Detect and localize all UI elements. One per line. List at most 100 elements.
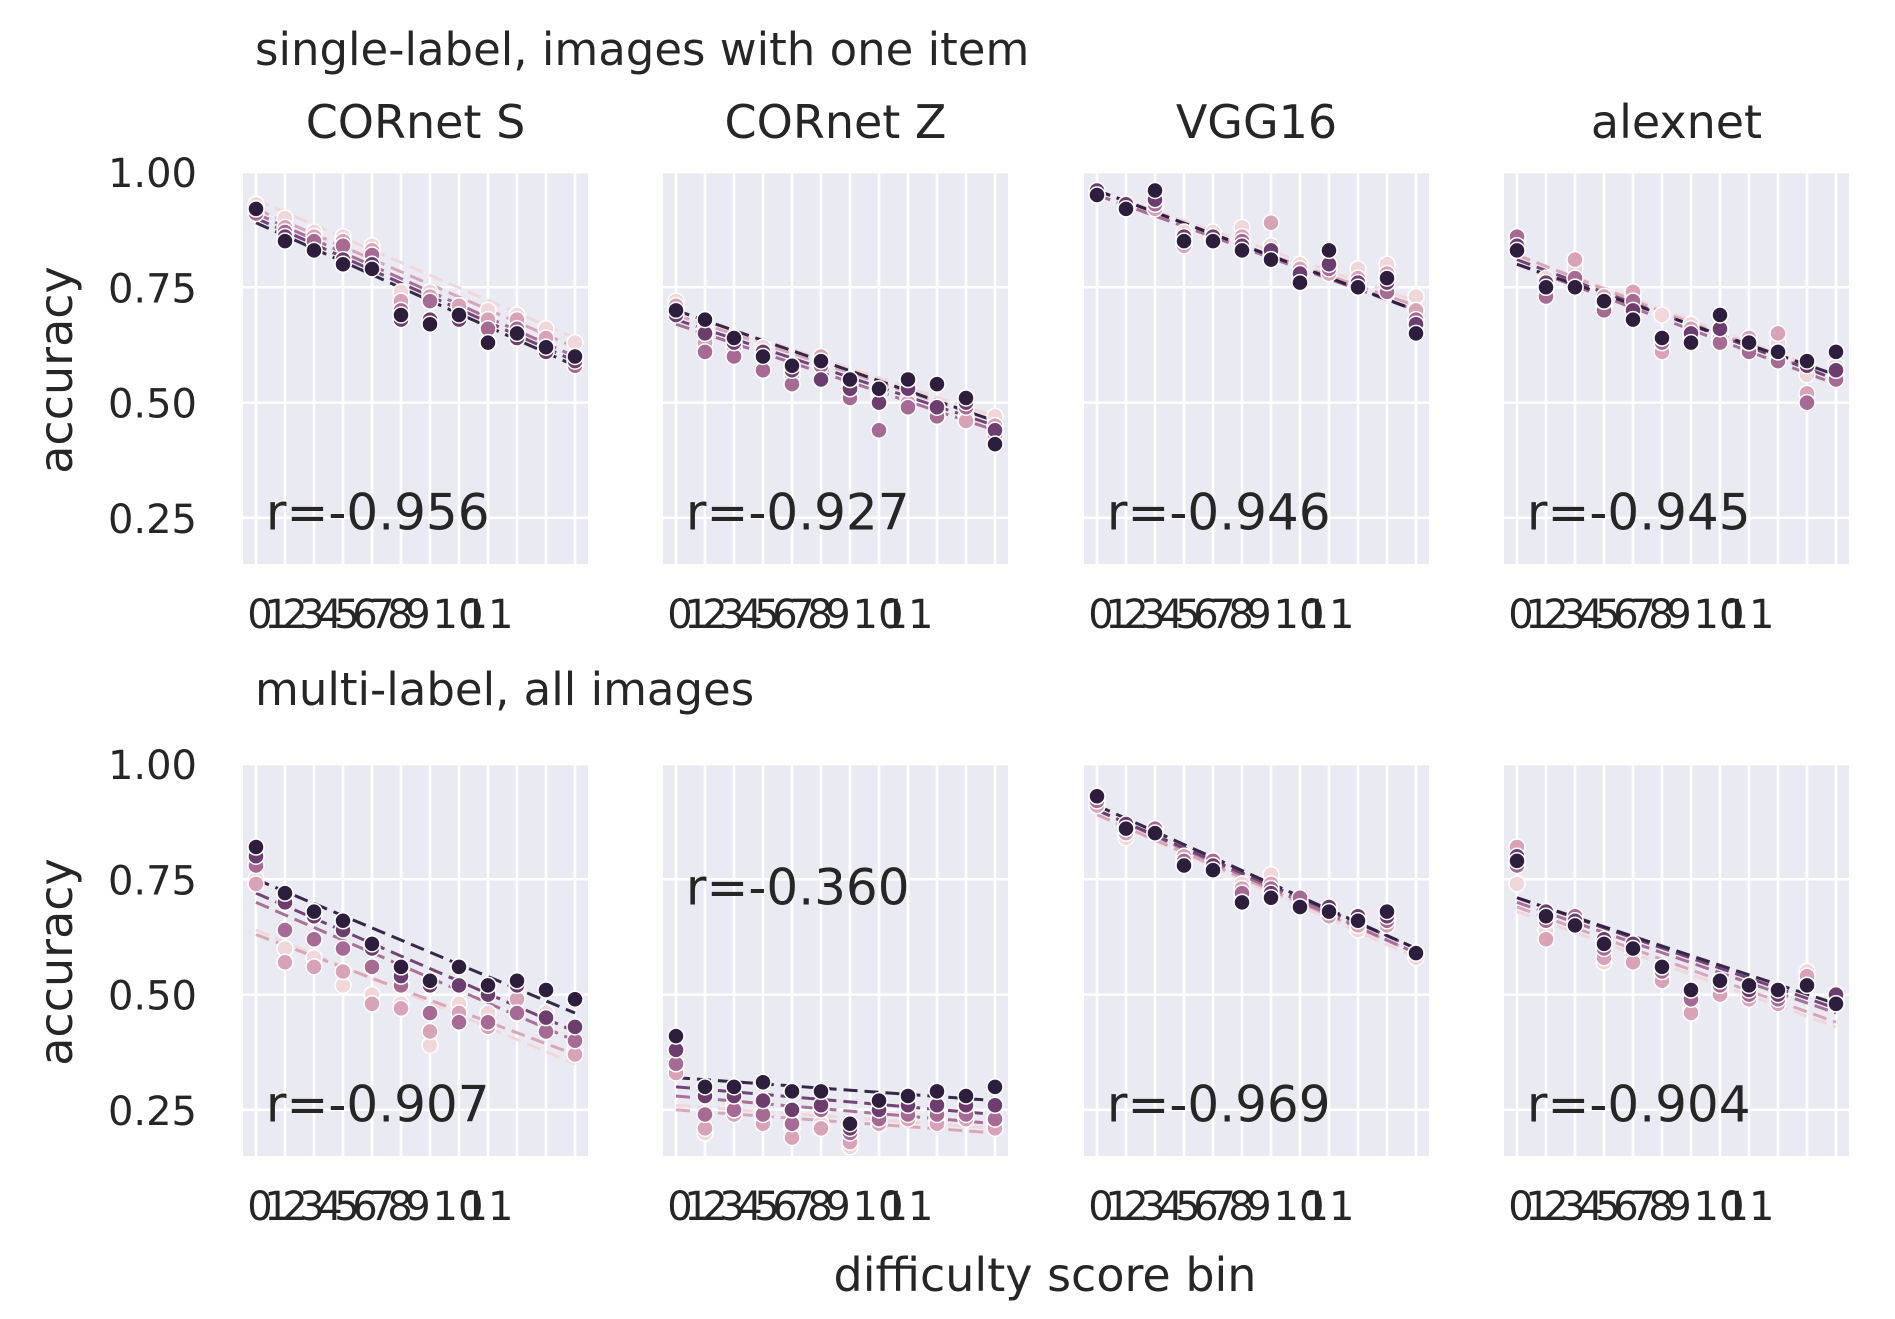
x-tick-label: 6	[772, 1184, 797, 1230]
x-tick-label: 1	[1525, 1184, 1550, 1230]
x-tick-label: 1	[1105, 592, 1130, 638]
x-tick-label: 8	[1648, 592, 1673, 638]
plot-area	[1504, 172, 1849, 564]
x-tick-label: 0	[247, 1184, 272, 1230]
data-point	[566, 347, 584, 366]
fit-line	[255, 212, 576, 358]
panel-title: CORnet Z	[725, 95, 947, 149]
x-tick-label: 9	[1246, 1184, 1271, 1230]
data-point	[841, 1114, 859, 1133]
data-point	[450, 976, 468, 995]
x-tick-label: 6	[772, 592, 797, 638]
data-point	[1566, 916, 1584, 935]
data-point	[1566, 278, 1584, 297]
x-tick-label: 10	[853, 1184, 904, 1230]
data-point	[334, 912, 352, 930]
data-point	[1798, 393, 1816, 412]
y-tick-label: 0.75	[108, 266, 197, 312]
x-tick-label: 8	[807, 1184, 832, 1230]
x-tick-label: 9	[825, 1184, 850, 1230]
correlation-label: r=-0.969	[1107, 1075, 1331, 1133]
x-tick-label: 11	[883, 592, 934, 638]
data-point	[957, 389, 975, 407]
x-tick-label: 0	[1088, 1184, 1113, 1230]
data-point	[1798, 976, 1816, 995]
data-point	[450, 1013, 468, 1032]
data-point	[276, 884, 294, 902]
data-point	[1537, 907, 1555, 925]
row-title-single-label: single-label, images with one item	[255, 23, 1029, 76]
x-tick-label: 0	[667, 592, 692, 638]
x-tick-label: 3	[719, 592, 744, 638]
x-tick-label: 5	[334, 1184, 359, 1230]
x-tick-label: 6	[1613, 592, 1638, 638]
fit-line	[255, 928, 576, 1066]
fit-line	[1096, 808, 1417, 955]
data-point	[754, 1091, 772, 1110]
fit-line	[1096, 804, 1417, 950]
data-point	[1653, 329, 1671, 347]
x-tick-label: 11	[1724, 1184, 1775, 1230]
x-tick-label: 9	[405, 592, 430, 638]
y-tick-label: 0.25	[108, 1089, 197, 1135]
x-tick-label: 2	[282, 1184, 307, 1230]
data-point	[986, 1096, 1004, 1115]
data-point	[1740, 333, 1758, 352]
data-point	[1769, 981, 1787, 999]
data-point	[986, 1078, 1004, 1096]
x-tick-label: 3	[719, 1184, 744, 1230]
panel-title: CORnet S	[306, 95, 526, 149]
data-point	[725, 1078, 743, 1096]
data-point	[1682, 333, 1700, 352]
data-point	[696, 343, 714, 361]
x-tick-label: 3	[299, 592, 324, 638]
data-point	[783, 356, 801, 375]
fit-line	[255, 216, 576, 363]
y-tick-label: 0.75	[108, 858, 197, 904]
data-point	[1624, 939, 1642, 958]
data-point	[247, 200, 265, 218]
data-point	[1291, 273, 1309, 292]
x-tick-label: 2	[702, 1184, 727, 1230]
x-tick-label: 6	[352, 592, 377, 638]
data-point	[566, 1018, 584, 1036]
data-point	[696, 1078, 714, 1096]
correlation-label: r=-0.945	[1527, 483, 1751, 541]
x-tick-label: 8	[1228, 1184, 1253, 1230]
data-point	[1827, 343, 1845, 361]
data-point	[1508, 241, 1526, 260]
data-point	[1117, 200, 1135, 218]
row-0-ylabel: accuracy	[29, 266, 83, 474]
x-tick-label: 5	[1175, 592, 1200, 638]
data-point	[305, 241, 323, 260]
correlation-label: r=-0.907	[266, 1075, 490, 1133]
x-tick-label: 10	[853, 592, 904, 638]
data-point	[1740, 976, 1758, 995]
data-point	[508, 972, 526, 990]
data-point	[899, 370, 917, 389]
x-tick-label: 11	[463, 592, 514, 638]
correlation-label: r=-0.946	[1107, 483, 1331, 541]
x-tick-label: 0	[247, 592, 272, 638]
x-tick-label: 6	[1193, 592, 1218, 638]
data-point	[667, 301, 685, 320]
data-point	[305, 902, 323, 921]
fit-line	[1096, 813, 1417, 960]
data-point	[1682, 981, 1700, 999]
data-point	[870, 380, 888, 398]
x-tick-label: 11	[1304, 1184, 1355, 1230]
x-tick-label: 9	[825, 592, 850, 638]
x-tick-label: 6	[1193, 1184, 1218, 1230]
x-tick-label: 5	[754, 592, 779, 638]
x-tick-label: 0	[667, 1184, 692, 1230]
correlation-label: r=-0.360	[686, 859, 910, 917]
data-point	[667, 1027, 685, 1045]
data-point	[841, 370, 859, 389]
data-point	[899, 1087, 917, 1105]
data-point	[812, 352, 830, 370]
x-tick-label: 7	[369, 1184, 394, 1230]
